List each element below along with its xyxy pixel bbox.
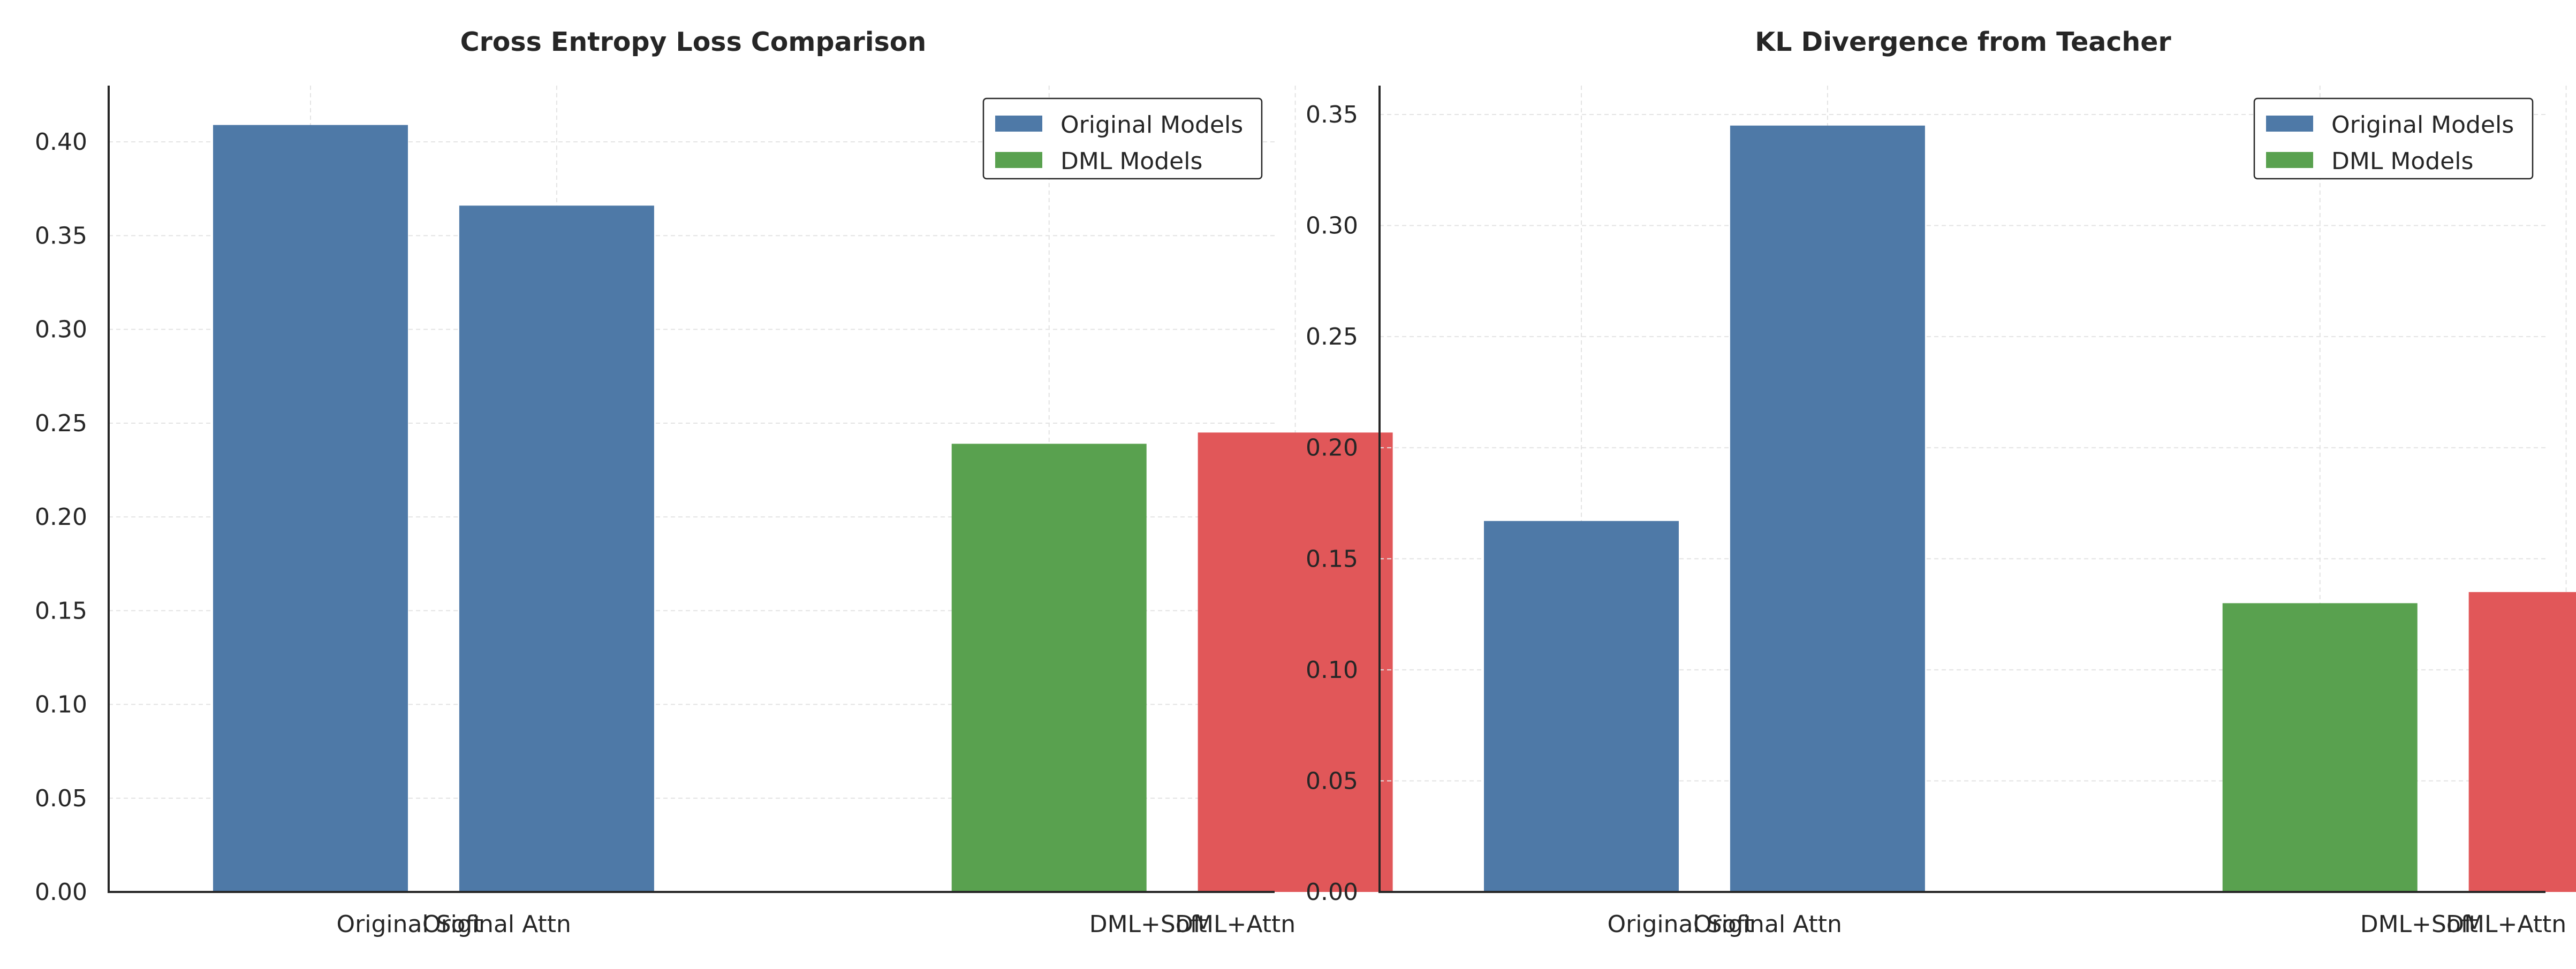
legend-swatch	[2266, 116, 2313, 132]
y-tick-label: 0.30	[1306, 212, 1358, 240]
legend-label: Original Models	[2331, 111, 2514, 139]
y-ticks: 0.00 0.05 0.10 0.15 0.20 0.25 0.30 0.35	[1306, 101, 1358, 906]
legend-swatch	[995, 116, 1042, 132]
legend-swatch	[995, 152, 1042, 168]
legend: Original Models DML Models	[2253, 97, 2534, 180]
x-tick-label: Original Soft	[337, 911, 483, 938]
legend: Original Models DML Models	[982, 97, 1263, 180]
y-ticks: 0.00 0.05 0.10 0.15 0.20 0.25 0.30 0.35 0.40	[35, 128, 87, 906]
bars	[213, 125, 1393, 892]
y-tick-label: 0.25	[35, 410, 87, 437]
y-tick-label: 0.35	[35, 222, 87, 249]
bars	[1484, 125, 2576, 892]
x-tick-label: DML+Soft	[2360, 911, 2478, 938]
y-tick-label: 0.05	[35, 785, 87, 812]
y-tick-label: 0.35	[1306, 101, 1358, 128]
chart-title: Cross Entropy Loss Comparison	[460, 27, 927, 57]
y-tick-label: 0.00	[35, 879, 87, 906]
x-tick-label: DML+Soft	[1089, 911, 1207, 938]
y-tick-label: 0.00	[1306, 879, 1358, 906]
legend-swatch	[2266, 152, 2313, 168]
y-tick-label: 0.40	[35, 128, 87, 156]
axes	[1378, 86, 2545, 893]
bar-dml-attn	[1198, 432, 1393, 892]
bar-dml-soft	[2222, 603, 2418, 892]
y-tick-label: 0.10	[1306, 657, 1358, 684]
legend-label: DML Models	[1060, 148, 1202, 175]
y-tick-label: 0.20	[1306, 434, 1358, 462]
legend-label: Original Models	[1060, 111, 1243, 139]
y-tick-label: 0.15	[35, 597, 87, 624]
x-tick-label: DML+Attn	[2446, 911, 2566, 938]
x-tick-label: DML+Attn	[1175, 911, 1295, 938]
legend-label: DML Models	[2331, 148, 2473, 175]
x-tick-label: Original Attn	[422, 911, 571, 938]
legend-box	[982, 97, 1263, 180]
legend-box	[2253, 97, 2534, 180]
bar-dml-attn	[2468, 592, 2576, 892]
bar-original-soft	[1484, 521, 1679, 892]
y-tick-label: 0.20	[35, 503, 87, 531]
bar-original-soft	[213, 125, 408, 892]
bar-dml-soft	[951, 444, 1147, 892]
x-tick-label: Original Soft	[1608, 911, 1754, 938]
x-tick-label: Original Attn	[1693, 911, 1842, 938]
y-tick-label: 0.30	[35, 316, 87, 344]
chart-title: KL Divergence from Teacher	[1755, 27, 2171, 57]
y-tick-label: 0.15	[1306, 545, 1358, 573]
bar-original-attn	[459, 205, 654, 892]
chart-panel-kl-divergence: KL Divergence from Teacher 0.000.050.100…	[1306, 27, 2576, 938]
chart-panel-cross-entropy: Cross Entropy Loss Comparison 0.000.050.…	[35, 27, 1393, 938]
y-tick-label: 0.05	[1306, 767, 1358, 795]
axes	[108, 86, 1275, 893]
y-tick-label: 0.10	[35, 691, 87, 719]
bar-original-attn	[1730, 125, 1925, 892]
y-tick-label: 0.25	[1306, 323, 1358, 350]
